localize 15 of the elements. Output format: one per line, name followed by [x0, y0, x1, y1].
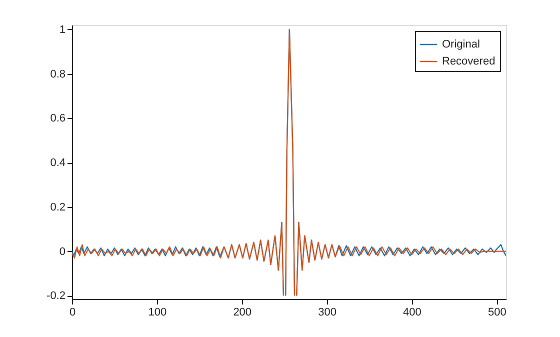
y-tick-label: 0.2 [50, 201, 66, 214]
x-tick-label: 0 [69, 306, 76, 318]
legend-label: Original [442, 38, 480, 50]
y-tick-label: 0 [59, 246, 66, 258]
x-tick-label: 200 [233, 306, 252, 318]
x-tick-label: 400 [403, 306, 422, 318]
x-tick-label: 500 [488, 306, 506, 318]
legend-label: Recovered [442, 56, 496, 68]
y-tick-label: 0.6 [50, 112, 66, 125]
y-tick-label: 0.8 [50, 68, 66, 80]
x-tick-label: 100 [148, 306, 167, 318]
y-tick-label: 0.4 [50, 157, 66, 170]
x-tick-label: 300 [318, 306, 336, 318]
y-tick-label: -0.2 [46, 290, 66, 302]
y-tick-label: 1 [59, 24, 66, 36]
